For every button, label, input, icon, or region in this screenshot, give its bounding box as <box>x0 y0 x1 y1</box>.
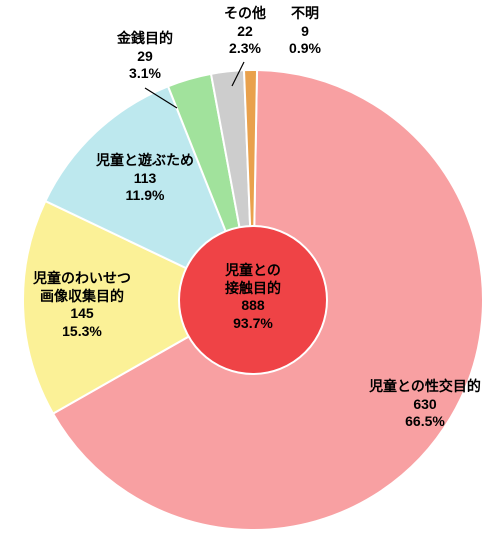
pie-chart: 児童との性交目的 630 66.5% 児童のわいせつ画像収集目的 145 15.… <box>0 0 503 555</box>
slice-title: 不明 <box>275 5 335 23</box>
slice-title: 児童との性交目的 <box>345 378 503 396</box>
center-title: 児童との接触目的 <box>179 262 327 297</box>
slice-count: 145 <box>12 305 152 323</box>
slice-label-sexual: 児童との性交目的 630 66.5% <box>345 378 503 431</box>
slice-label-obscene: 児童のわいせつ画像収集目的 145 15.3% <box>12 270 152 340</box>
slice-label-play: 児童と遊ぶため 113 11.9% <box>75 152 215 205</box>
slice-count: 630 <box>345 396 503 414</box>
slice-title: 児童のわいせつ画像収集目的 <box>12 270 152 305</box>
slice-percent: 11.9% <box>75 187 215 205</box>
center-count: 888 <box>179 297 327 315</box>
slice-title: 児童と遊ぶため <box>75 152 215 170</box>
slice-title: 金銭目的 <box>100 30 190 48</box>
slice-percent: 2.3% <box>205 40 285 58</box>
slice-percent: 66.5% <box>345 413 503 431</box>
slice-count: 113 <box>75 170 215 188</box>
slice-title: その他 <box>205 5 285 23</box>
slice-percent: 3.1% <box>100 65 190 83</box>
slice-percent: 0.9% <box>275 40 335 58</box>
center-label: 児童との接触目的 888 93.7% <box>179 262 327 332</box>
slice-count: 29 <box>100 48 190 66</box>
slice-label-other: その他 22 2.3% <box>205 5 285 58</box>
slice-percent: 15.3% <box>12 323 152 341</box>
center-percent: 93.7% <box>179 315 327 333</box>
slice-label-unknown: 不明 9 0.9% <box>275 5 335 58</box>
slice-label-money: 金銭目的 29 3.1% <box>100 30 190 83</box>
slice-count: 22 <box>205 23 285 41</box>
slice-count: 9 <box>275 23 335 41</box>
